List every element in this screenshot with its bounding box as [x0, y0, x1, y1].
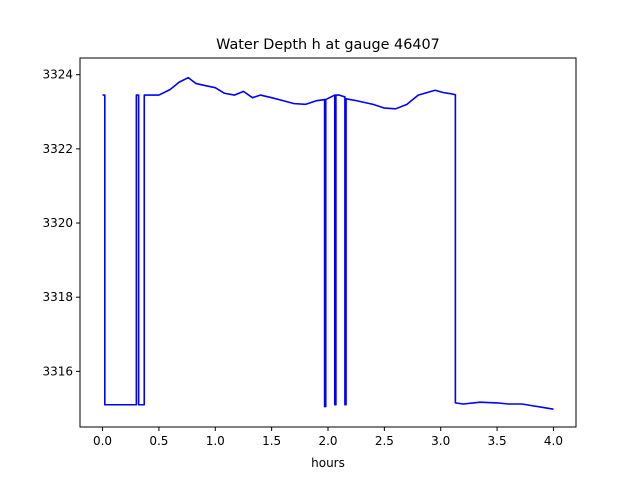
y-tick-label: 3322 — [42, 142, 73, 156]
y-tick-label: 3324 — [42, 68, 73, 82]
chart-title: Water Depth h at gauge 46407 — [216, 37, 440, 53]
x-tick-label: 1.0 — [206, 434, 225, 448]
series-line-0 — [102, 76, 554, 410]
y-tick-label: 3318 — [42, 290, 73, 304]
x-tick-label: 0.5 — [149, 434, 168, 448]
x-tick-label: 4.0 — [544, 434, 563, 448]
y-tick-label: 3316 — [42, 364, 73, 378]
axes-frame — [79, 57, 577, 428]
x-tick-label: 2.0 — [318, 434, 337, 448]
y-axis: 3316 3318 3320 3322 3324 — [42, 68, 80, 378]
x-tick-label: 3.0 — [431, 434, 450, 448]
x-axis-label: hours — [311, 456, 345, 470]
x-tick-label: 2.5 — [375, 434, 394, 448]
x-tick-label: 0.0 — [93, 434, 112, 448]
x-axis: 0.0 0.5 1.0 1.5 2.0 2.5 3.0 3.5 4.0 — [93, 427, 563, 448]
plot-area — [102, 76, 554, 410]
x-tick-label: 3.5 — [488, 434, 507, 448]
x-tick-label: 1.5 — [262, 434, 281, 448]
y-tick-label: 3320 — [42, 216, 73, 230]
